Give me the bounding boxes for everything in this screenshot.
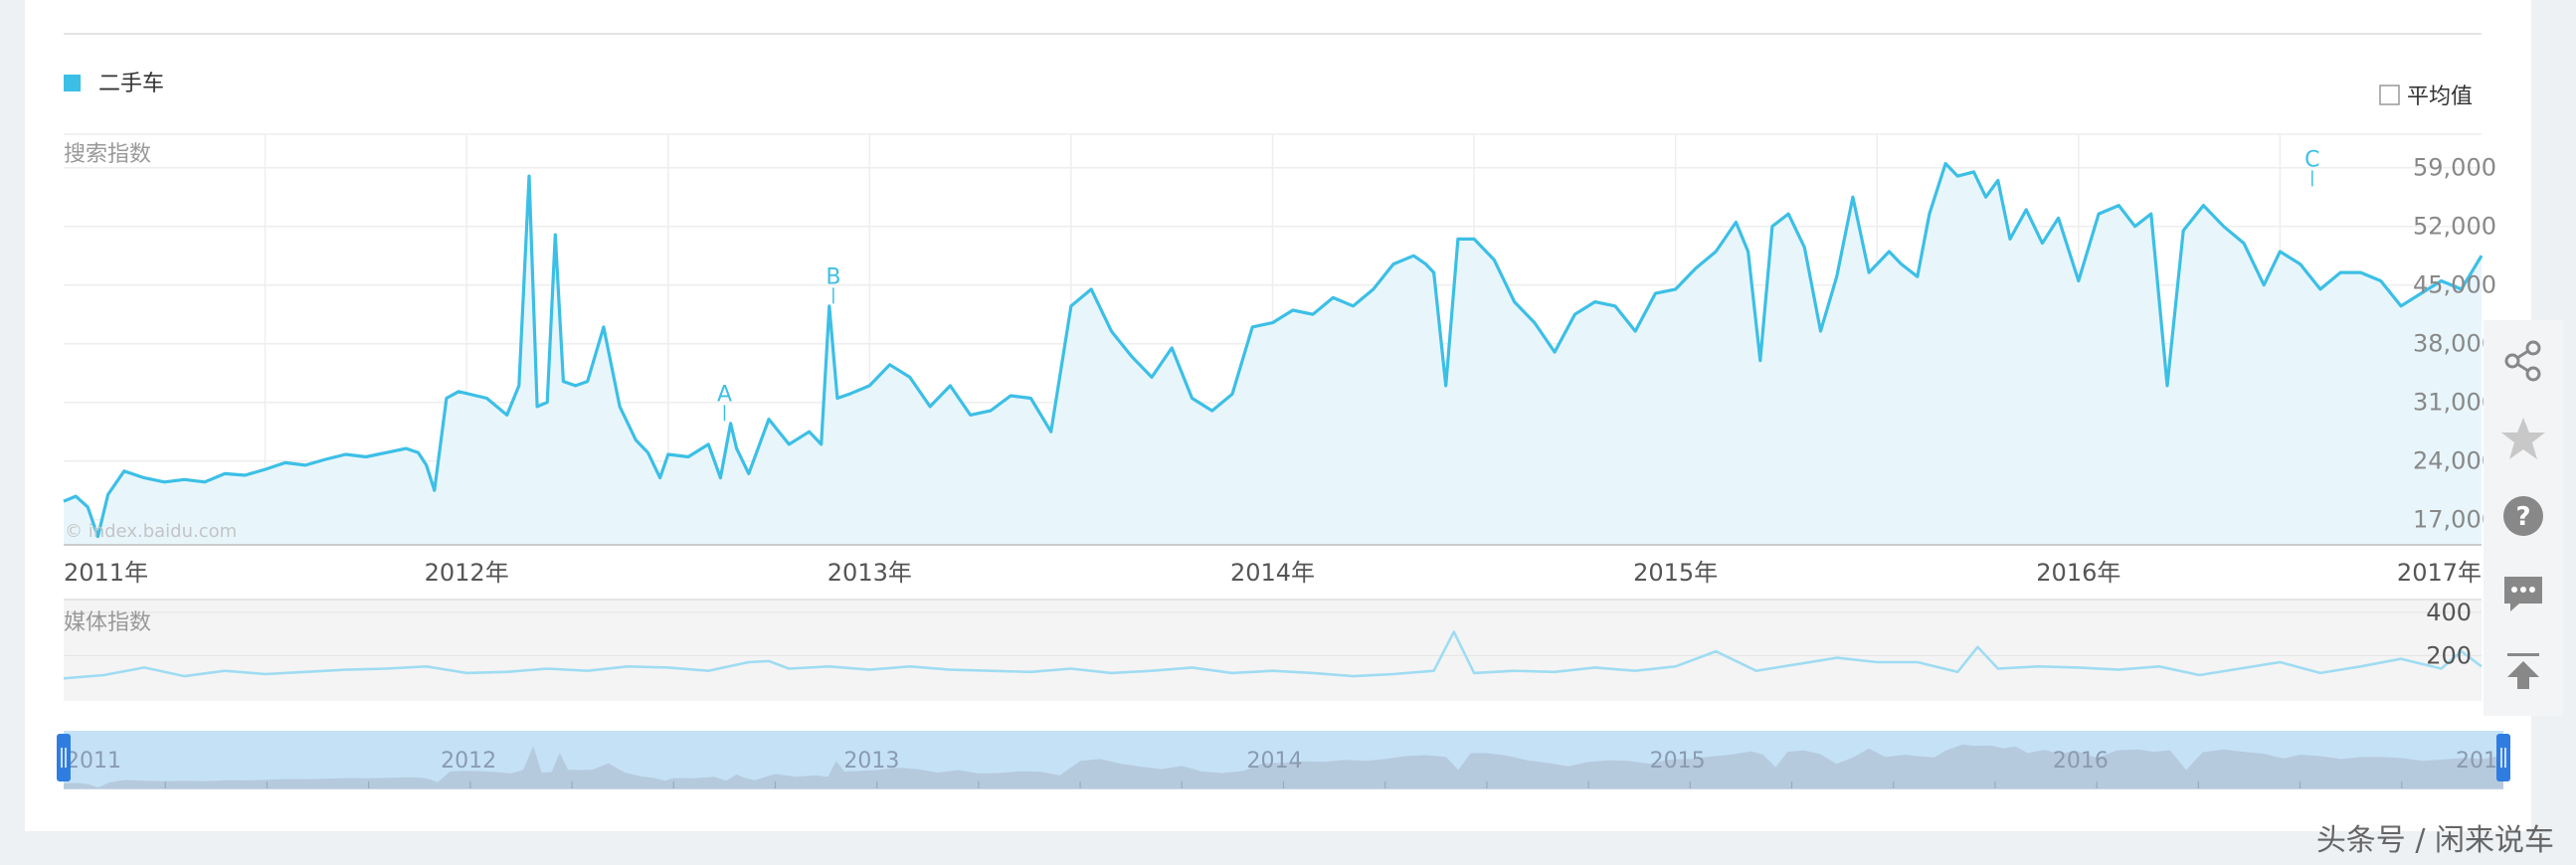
svg-text:?: ? xyxy=(2515,502,2530,532)
media-y-ticks: 200 400 xyxy=(2426,599,2472,670)
main-y-axis-title: 搜索指数 xyxy=(64,142,151,167)
main-y-tick-label: 59,000 xyxy=(2413,154,2496,182)
main-y-tick-label: 52,000 xyxy=(2413,213,2496,241)
source-mark: © index.baidu.com xyxy=(65,521,237,542)
share-icon[interactable] xyxy=(2484,322,2563,400)
media-y-tick-label: 200 xyxy=(2426,641,2472,669)
navigator-year-label: 2016 xyxy=(2053,749,2109,774)
main-y-tick-label: 24,000 xyxy=(2413,447,2496,475)
legend-swatch[interactable] xyxy=(64,75,81,91)
annotation-label[interactable]: A xyxy=(717,382,732,407)
average-label[interactable]: 平均值 xyxy=(2407,85,2473,109)
star-icon[interactable] xyxy=(2484,400,2563,477)
back-to-top-icon[interactable] xyxy=(2484,632,2563,710)
event-annotations: A B C xyxy=(717,147,2320,422)
search-index-area xyxy=(64,163,2482,545)
media-index-line[interactable] xyxy=(63,630,2483,680)
main-x-tick-label: 2015年 xyxy=(1633,559,1718,587)
legend-series-label[interactable]: 二手车 xyxy=(98,72,164,96)
main-x-tick-label: 2012年 xyxy=(425,559,509,587)
help-icon[interactable]: ? xyxy=(2484,477,2563,555)
chart-canvas: 二手车 平均值 搜索指数 © index.baidu.com 17,000 24,… xyxy=(57,33,2511,789)
navigator-series-shadow xyxy=(64,744,2503,788)
navigator-right-handle[interactable] xyxy=(2496,734,2510,781)
main-x-tick-label: 2014年 xyxy=(1230,559,1315,587)
navigator-year-label: 2014 xyxy=(1247,749,1303,774)
navigator-year-label: 2013 xyxy=(843,749,899,774)
media-y-axis-title: 媒体指数 xyxy=(64,610,151,635)
main-y-ticks: 17,000 24,000 31,000 38,000 45,000 52,000 59,0… xyxy=(2413,154,2496,534)
main-y-tick-label: 31,000 xyxy=(2413,389,2496,417)
media-chart-grid xyxy=(64,611,2482,657)
main-x-tick-label: 2017年 xyxy=(2397,559,2482,587)
main-x-tick-label: 2011年 xyxy=(64,559,148,587)
average-checkbox[interactable] xyxy=(2379,85,2400,105)
annotation-label[interactable]: B xyxy=(826,264,840,289)
navigator-year-label: 2012 xyxy=(441,749,496,774)
chart-panel: 二手车 平均值 搜索指数 © index.baidu.com 17,000 24,… xyxy=(25,0,2531,831)
main-y-tick-label: 17,000 xyxy=(2413,506,2496,534)
media-y-tick-label: 400 xyxy=(2426,599,2472,626)
main-y-tick-label: 45,000 xyxy=(2413,271,2496,299)
search-index-line[interactable] xyxy=(63,161,2484,539)
navigator-left-handle[interactable] xyxy=(57,734,71,781)
watermark: 头条号 / 闲来说车 xyxy=(2315,823,2554,858)
main-x-tick-label: 2016年 xyxy=(2036,559,2120,587)
navigator-year-label: 2015 xyxy=(1650,749,1706,774)
main-x-ticks: 2011年 2012年 2013年 2014年 2015年 2016年 2017年 xyxy=(64,559,2482,587)
side-toolbar: ? xyxy=(2484,320,2563,716)
navigator-year-label: 2011 xyxy=(66,749,121,774)
main-y-tick-label: 38,000 xyxy=(2413,330,2496,358)
media-chart-background xyxy=(64,600,2482,701)
main-x-tick-label: 2013年 xyxy=(828,559,912,587)
annotation-label[interactable]: C xyxy=(2304,147,2319,172)
comment-icon[interactable] xyxy=(2484,555,2563,632)
navigator-year-labels: 2011 2012 2013 2014 2015 2016 2017 xyxy=(66,749,2511,788)
